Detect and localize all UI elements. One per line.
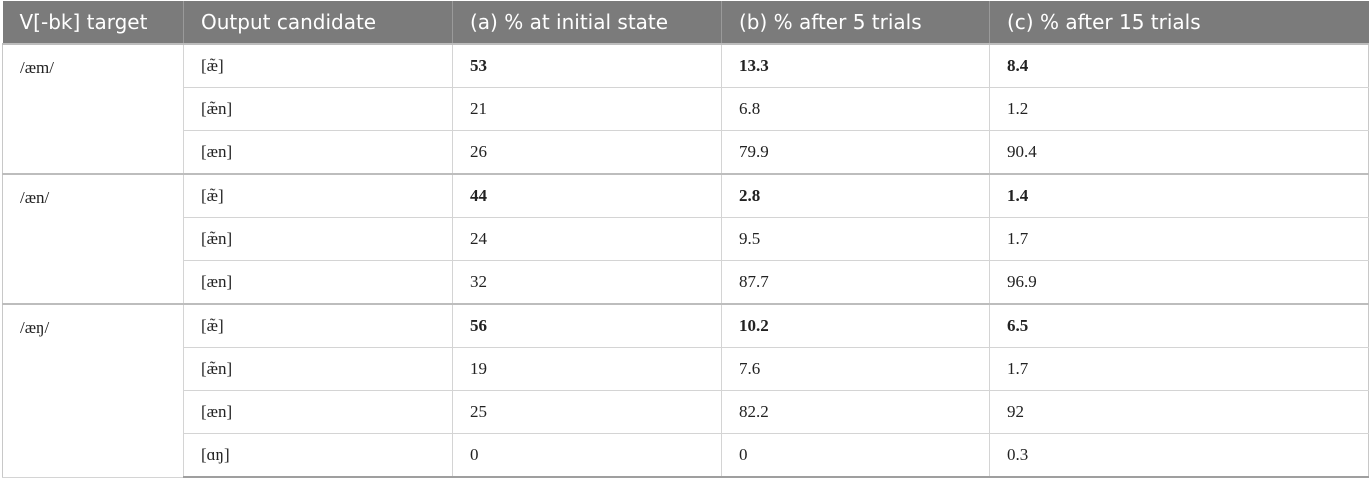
candidate-cell: [ɑŋ] bbox=[183, 433, 453, 478]
value-after-5: 2.8 bbox=[721, 173, 990, 218]
value-after-5: 7.6 bbox=[721, 347, 990, 391]
value-after-5: 9.5 bbox=[721, 217, 990, 261]
header-initial-state: (a) % at initial state bbox=[452, 1, 722, 44]
target-cell: /æm/ bbox=[2, 43, 184, 175]
table-row: [æn] 32 87.7 96.9 bbox=[3, 260, 1369, 305]
value-initial: 25 bbox=[452, 390, 722, 434]
table-row: /æm/ [æ̃] 53 13.3 8.4 bbox=[2, 43, 1369, 175]
table-row: [æ̃n] 19 7.6 1.7 bbox=[3, 347, 1369, 391]
value-after-15: 92 bbox=[989, 390, 1369, 434]
table-row: /æŋ/ [æ̃] 56 10.2 6.5 bbox=[2, 303, 1369, 478]
value-initial: 56 bbox=[452, 303, 722, 348]
table-row: [æn] 25 82.2 92 bbox=[3, 390, 1369, 434]
table-body: /æm/ [æ̃] 53 13.3 8.4 [æ̃n] 21 6.8 1.2 [… bbox=[2, 43, 1369, 478]
value-after-15: 90.4 bbox=[989, 130, 1369, 175]
value-after-5: 0 bbox=[721, 433, 990, 478]
target-cell: /æn/ bbox=[2, 173, 184, 305]
value-after-15: 1.2 bbox=[989, 87, 1369, 131]
value-initial: 44 bbox=[452, 173, 722, 218]
value-initial: 19 bbox=[452, 347, 722, 391]
candidate-cell: [æn] bbox=[183, 130, 453, 175]
candidate-cell: [æ̃] bbox=[183, 303, 453, 348]
table-row: [æ̃n] 24 9.5 1.7 bbox=[3, 217, 1369, 261]
header-output-candidate: Output candidate bbox=[183, 1, 453, 44]
table-row: [æ̃n] 21 6.8 1.2 bbox=[3, 87, 1369, 131]
table-row: /æn/ [æ̃] 44 2.8 1.4 bbox=[2, 173, 1369, 305]
value-after-5: 10.2 bbox=[721, 303, 990, 348]
value-after-5: 79.9 bbox=[721, 130, 990, 175]
value-after-15: 96.9 bbox=[989, 260, 1369, 305]
header-after-15-trials: (c) % after 15 trials bbox=[989, 1, 1369, 44]
value-after-5: 6.8 bbox=[721, 87, 990, 131]
candidate-cell: [æn] bbox=[183, 260, 453, 305]
value-initial: 0 bbox=[452, 433, 722, 478]
value-after-5: 13.3 bbox=[721, 43, 990, 88]
candidate-cell: [æ̃] bbox=[183, 43, 453, 88]
value-after-15: 8.4 bbox=[989, 43, 1369, 88]
header-row: V[-bk] target Output candidate (a) % at … bbox=[2, 1, 1369, 44]
candidate-cell: [æ̃n] bbox=[183, 217, 453, 261]
candidate-cell: [æ̃n] bbox=[183, 87, 453, 131]
value-after-5: 87.7 bbox=[721, 260, 990, 305]
value-initial: 24 bbox=[452, 217, 722, 261]
candidate-cell: [æ̃n] bbox=[183, 347, 453, 391]
header-after-5-trials: (b) % after 5 trials bbox=[721, 1, 990, 44]
value-after-15: 1.7 bbox=[989, 217, 1369, 261]
header-target: V[-bk] target bbox=[2, 1, 184, 44]
value-after-15: 6.5 bbox=[989, 303, 1369, 348]
value-initial: 21 bbox=[452, 87, 722, 131]
target-cell: /æŋ/ bbox=[2, 303, 184, 478]
value-initial: 32 bbox=[452, 260, 722, 305]
table-header: V[-bk] target Output candidate (a) % at … bbox=[2, 1, 1369, 44]
value-after-15: 1.4 bbox=[989, 173, 1369, 218]
table-row: [ɑŋ] 0 0 0.3 bbox=[3, 433, 1369, 478]
value-initial: 26 bbox=[452, 130, 722, 175]
value-after-5: 82.2 bbox=[721, 390, 990, 434]
value-initial: 53 bbox=[452, 43, 722, 88]
candidate-cell: [æn] bbox=[183, 390, 453, 434]
value-after-15: 1.7 bbox=[989, 347, 1369, 391]
table-row: [æn] 26 79.9 90.4 bbox=[3, 130, 1369, 175]
candidate-cell: [æ̃] bbox=[183, 173, 453, 218]
value-after-15: 0.3 bbox=[989, 433, 1369, 478]
